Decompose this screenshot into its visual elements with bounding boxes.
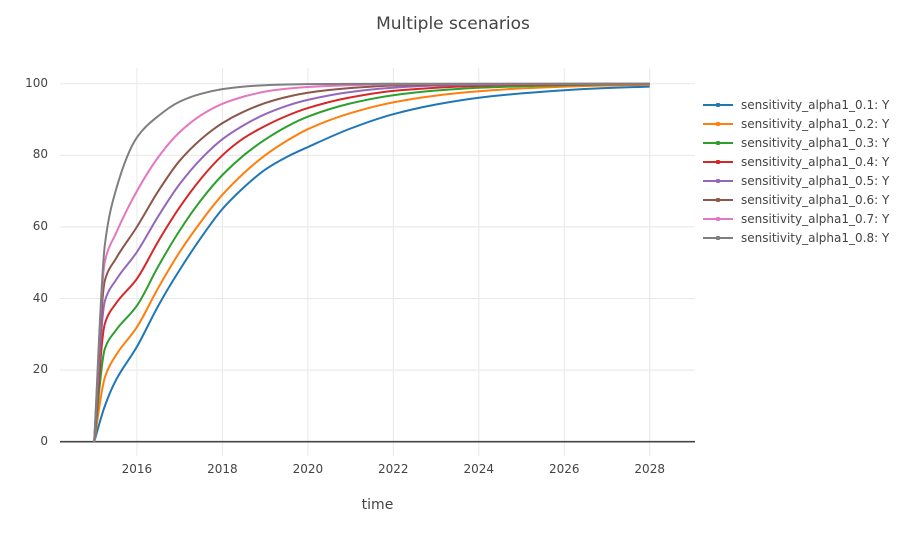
x-tick-label: 2024 bbox=[463, 462, 495, 476]
legend-line-marker-icon bbox=[703, 216, 733, 221]
legend-line-marker-icon bbox=[703, 178, 733, 183]
legend-item[interactable]: sensitivity_alpha1_0.8: Y bbox=[703, 228, 889, 247]
legend-line-marker-icon bbox=[703, 121, 733, 126]
legend-item[interactable]: sensitivity_alpha1_0.5: Y bbox=[703, 171, 889, 190]
legend-item[interactable]: sensitivity_alpha1_0.7: Y bbox=[703, 209, 889, 228]
legend-line-marker-icon bbox=[703, 159, 733, 164]
y-tick-label: 20 bbox=[32, 362, 48, 377]
legend-line-marker-icon bbox=[703, 102, 733, 107]
series-line[interactable] bbox=[93, 82, 650, 442]
x-tick-label: 2026 bbox=[548, 462, 580, 476]
series-line[interactable] bbox=[93, 83, 650, 442]
legend-line-marker-icon bbox=[703, 140, 733, 145]
legend-item-label: sensitivity_alpha1_0.5: Y bbox=[741, 173, 890, 188]
legend-item[interactable]: sensitivity_alpha1_0.2: Y bbox=[703, 114, 889, 133]
y-tick-label: 0 bbox=[40, 433, 48, 448]
legend-item-label: sensitivity_alpha1_0.1: Y bbox=[741, 97, 890, 112]
legend-item[interactable]: sensitivity_alpha1_0.6: Y bbox=[703, 190, 889, 209]
y-tick-label: 40 bbox=[32, 290, 48, 305]
series-line[interactable] bbox=[93, 82, 650, 442]
legend-item-label: sensitivity_alpha1_0.6: Y bbox=[741, 192, 890, 207]
series-lines bbox=[93, 82, 650, 442]
legend-item-label: sensitivity_alpha1_0.8: Y bbox=[741, 230, 890, 245]
y-tick-label: 100 bbox=[25, 75, 48, 90]
legend-item[interactable]: sensitivity_alpha1_0.1: Y bbox=[703, 95, 889, 114]
legend-line-marker-icon bbox=[703, 235, 733, 240]
legend-item[interactable]: sensitivity_alpha1_0.3: Y bbox=[703, 133, 889, 152]
legend-item-label: sensitivity_alpha1_0.2: Y bbox=[741, 116, 890, 131]
x-tick-label: 2018 bbox=[207, 462, 238, 476]
series-line[interactable] bbox=[93, 85, 650, 442]
x-tick-label: 2016 bbox=[121, 462, 153, 476]
y-tick-label: 60 bbox=[32, 218, 48, 233]
chart-title: Multiple scenarios bbox=[376, 14, 530, 34]
x-tick-label: 2028 bbox=[634, 462, 665, 476]
legend-item-label: sensitivity_alpha1_0.7: Y bbox=[741, 211, 890, 226]
legend-item-label: sensitivity_alpha1_0.4: Y bbox=[741, 154, 890, 169]
x-axis-title: time bbox=[361, 497, 394, 513]
series-line[interactable] bbox=[93, 83, 650, 442]
legend-line-marker-icon bbox=[703, 197, 733, 202]
series-line[interactable] bbox=[93, 83, 650, 442]
series-line[interactable] bbox=[93, 82, 650, 442]
legend-item[interactable]: sensitivity_alpha1_0.4: Y bbox=[703, 152, 889, 171]
gridlines bbox=[60, 68, 695, 456]
y-tick-label: 80 bbox=[32, 147, 48, 162]
legend-item-label: sensitivity_alpha1_0.3: Y bbox=[741, 135, 890, 150]
series-line[interactable] bbox=[93, 82, 650, 442]
legend: sensitivity_alpha1_0.1: Y sensitivity_alp… bbox=[703, 95, 889, 247]
x-tick-label: 2020 bbox=[292, 462, 324, 476]
x-tick-label: 2022 bbox=[378, 462, 409, 476]
